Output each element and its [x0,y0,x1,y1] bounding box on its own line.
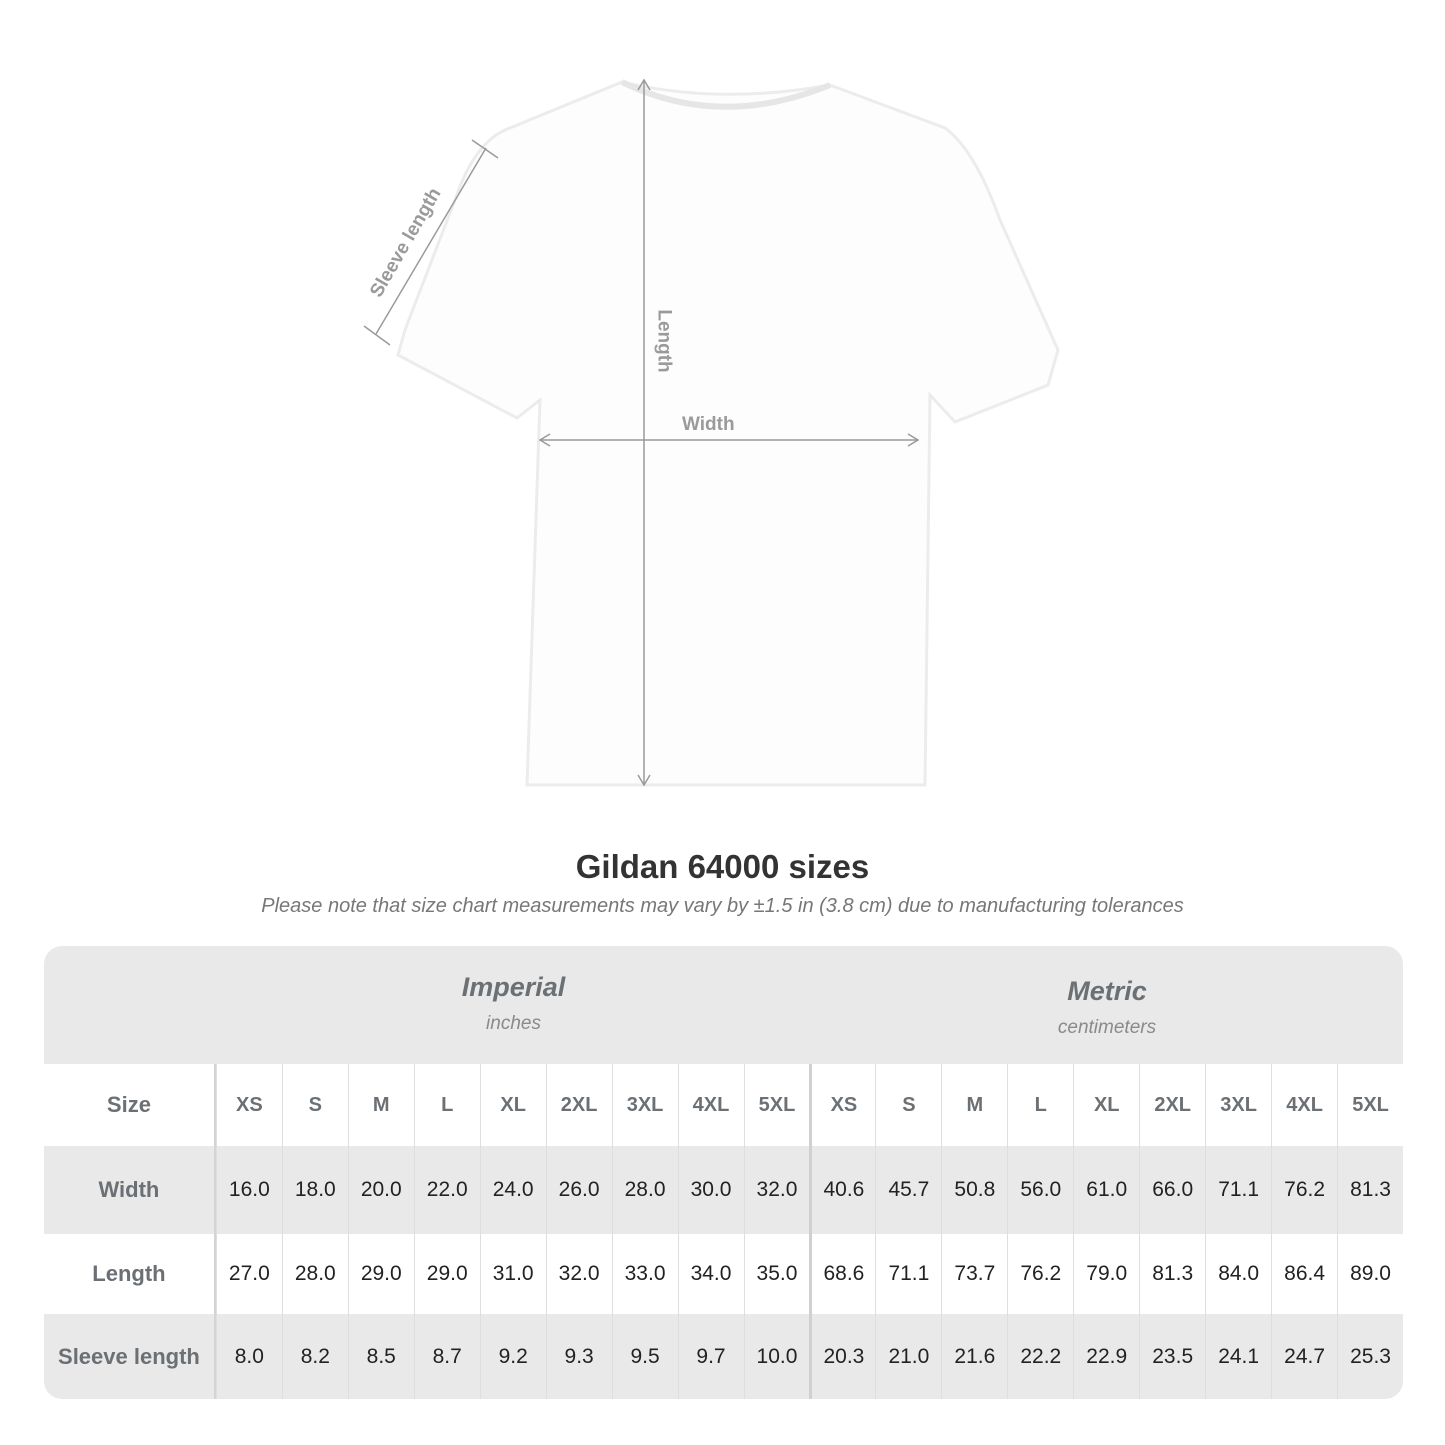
table-cell: 24.7 [1271,1314,1337,1399]
tshirt-shape [396,80,1060,787]
table-row: Sleeve length 8.0 8.2 8.5 8.7 9.2 9.3 9.5 9.7 10.… [44,1314,1403,1399]
imperial-header: Imperial inches [216,946,811,1064]
table-cell: 28.0 [281,1234,348,1314]
table-cell: 16.0 [215,1146,282,1234]
table-cell: 23.5 [1139,1314,1205,1399]
table-cell: 40.6 [809,1146,875,1234]
metric-unit: centimeters [1057,1017,1157,1038]
size-header-cell: S [875,1064,941,1146]
table-cell: 8.2 [281,1314,348,1399]
table-cell: 28.0 [611,1146,678,1234]
table-cell: 33.0 [611,1234,678,1314]
table-cell: 20.3 [809,1314,875,1399]
size-header-cell: 2XL [545,1064,612,1146]
size-header-cell: 5XL [1337,1064,1403,1146]
table-cell: 27.0 [215,1234,282,1314]
size-header-cell: XL [479,1064,546,1146]
table-cell: 84.0 [1205,1234,1271,1314]
table-cell: 24.0 [479,1146,546,1234]
metric-title: Metric [1067,976,1147,1006]
table-cell: 21.6 [941,1314,1007,1399]
table-cell: 45.7 [875,1146,941,1234]
table-cell: 22.2 [1007,1314,1073,1399]
table-cell: 20.0 [347,1146,414,1234]
tshirt-diagram [363,78,1060,787]
row-label: Width [44,1146,216,1234]
table-cell: 86.4 [1271,1234,1337,1314]
table-cell: 32.0 [743,1146,810,1234]
table-cell: 10.0 [743,1314,810,1399]
table-cell: 22.9 [1073,1314,1139,1399]
table-cell: 8.0 [215,1314,282,1399]
size-header-cell: XS [809,1064,875,1146]
row-label: Length [44,1234,216,1314]
table-cell: 34.0 [677,1234,744,1314]
table-row: Length 27.0 28.0 29.0 29.0 31.0 32.0 33.0 34.0 35… [44,1234,1403,1314]
size-header-cell: 3XL [1205,1064,1271,1146]
table-cell: 18.0 [281,1146,348,1234]
imperial-title: Imperial [461,972,566,1002]
size-header-cell: 2XL [1139,1064,1205,1146]
table-cell: 71.1 [1205,1146,1271,1234]
page-title: Gildan 64000 sizes [575,848,870,885]
table-cell: 66.0 [1139,1146,1205,1234]
table-cell: 29.0 [413,1234,480,1314]
table-cell: 61.0 [1073,1146,1139,1234]
size-header-cell: S [281,1064,348,1146]
table-cell: 24.1 [1205,1314,1271,1399]
table-row: Width 16.0 18.0 20.0 22.0 24.0 26.0 28.0 30.0 32.… [44,1146,1403,1234]
table-cell: 32.0 [545,1234,612,1314]
table-cell: 26.0 [545,1146,612,1234]
size-header-cell: 5XL [743,1064,810,1146]
sleeve-line [375,147,487,335]
table-cell: 25.3 [1337,1314,1403,1399]
table-cell: 22.0 [413,1146,480,1234]
table-cell: 9.5 [611,1314,678,1399]
row-label: Sleeve length [44,1314,216,1399]
table-cell: 56.0 [1007,1146,1073,1234]
table-cell: 81.3 [1337,1146,1403,1234]
tshirt-collar [620,79,832,110]
tolerance-note: Please note that size chart measurements… [261,895,1184,917]
size-header-cell: 4XL [677,1064,744,1146]
width-label: Width [682,414,735,435]
table-cell: 30.0 [677,1146,744,1234]
size-header-cell: M [941,1064,1007,1146]
table-cell: 8.7 [413,1314,480,1399]
table-cell: 29.0 [347,1234,414,1314]
size-header-cell: M [347,1064,414,1146]
size-header-cell: XS [215,1064,282,1146]
table-cell: 9.7 [677,1314,744,1399]
table-cell: 8.5 [347,1314,414,1399]
measure-lines [363,78,920,787]
table-cell: 9.3 [545,1314,612,1399]
table-cell: 71.1 [875,1234,941,1314]
size-table: Imperial inches Metric centimeters Size X… [44,946,1403,1399]
size-header-cell: XL [1073,1064,1139,1146]
metric-header: Metric centimeters [811,946,1403,1064]
table-cell: 31.0 [479,1234,546,1314]
length-label: Length [653,309,675,373]
size-header-cell: L [413,1064,480,1146]
table-cell: 50.8 [941,1146,1007,1234]
table-cell: 73.7 [941,1234,1007,1314]
row-label: Size [44,1064,216,1146]
table-cell: 79.0 [1073,1234,1139,1314]
table-cell: 76.2 [1271,1146,1337,1234]
table-cell: 81.3 [1139,1234,1205,1314]
table-cell: 89.0 [1337,1234,1403,1314]
table-cell: 35.0 [743,1234,810,1314]
size-header-row: Size XS S M L XL 2XL 3XL 4XL 5XL XS S M L XL 2XL 3XL 4XL 5… [44,1064,1403,1146]
size-header-cell: 3XL [611,1064,678,1146]
table-cell: 76.2 [1007,1234,1073,1314]
table-cell: 68.6 [809,1234,875,1314]
table-cell: 9.2 [479,1314,546,1399]
size-header-cell: L [1007,1064,1073,1146]
table-cell: 21.0 [875,1314,941,1399]
imperial-unit: inches [486,1013,541,1034]
size-header-cell: 4XL [1271,1064,1337,1146]
